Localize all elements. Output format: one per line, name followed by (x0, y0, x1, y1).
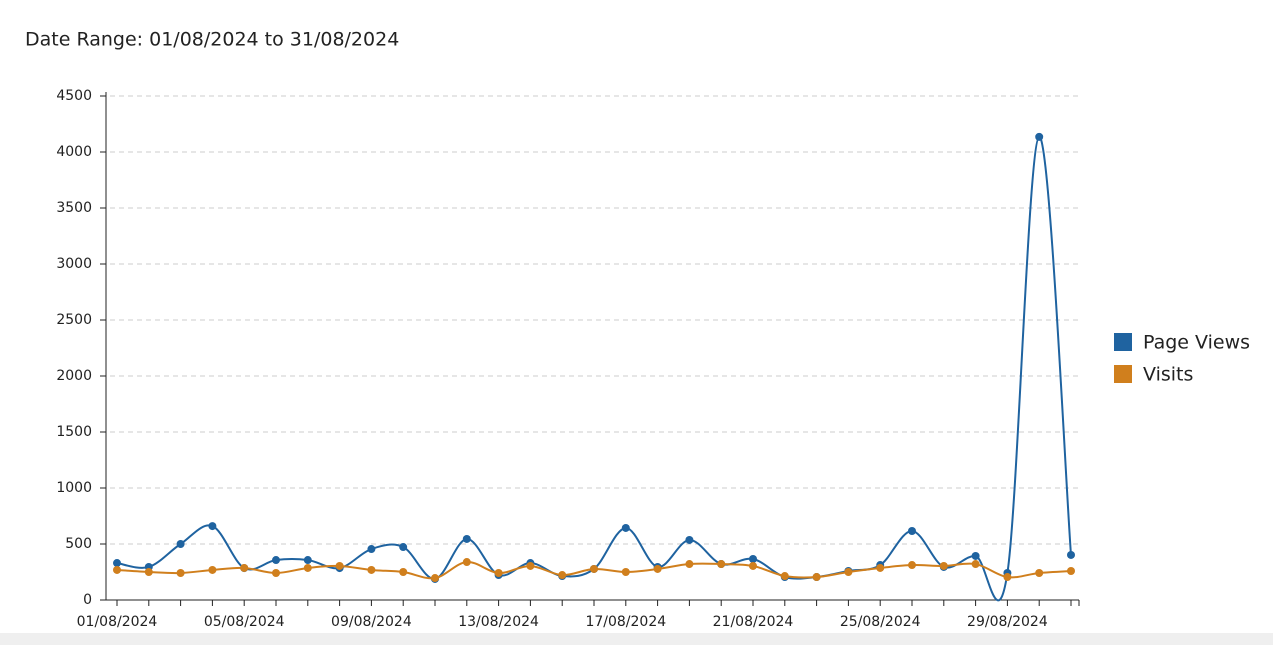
x-tick-label: 25/08/2024 (840, 614, 921, 630)
point (1003, 573, 1012, 582)
point (399, 568, 408, 576)
point (749, 555, 757, 564)
point (462, 534, 471, 543)
y-tick-label: 3000 (56, 256, 92, 272)
point (621, 568, 630, 576)
bottom-bar (0, 633, 1273, 645)
x-tick-label: 05/08/2024 (204, 614, 285, 630)
point (113, 565, 121, 574)
point (176, 569, 185, 578)
y-tick-label: 2000 (56, 368, 92, 384)
point (939, 561, 948, 570)
point (621, 523, 630, 532)
x-tick-label: 21/08/2024 (713, 614, 794, 630)
point (367, 565, 376, 574)
y-tick-label: 1500 (56, 424, 92, 440)
point (1067, 566, 1075, 575)
point (971, 560, 980, 569)
point (1067, 550, 1075, 559)
point (208, 565, 217, 574)
point (844, 568, 853, 576)
y-tick-label: 500 (65, 536, 92, 552)
point (272, 556, 280, 565)
point (303, 556, 312, 565)
point (590, 564, 598, 573)
point (812, 573, 821, 582)
x-tick-label: 09/08/2024 (331, 614, 412, 630)
point (303, 563, 312, 572)
legend-swatch (1114, 333, 1132, 351)
point (558, 571, 567, 580)
point (208, 522, 217, 531)
point (780, 572, 789, 581)
x-tick-label: 01/08/2024 (77, 614, 158, 630)
legend-label: Page Views (1143, 332, 1250, 354)
series-line (116, 135, 1072, 602)
y-tick-label: 0 (83, 592, 92, 608)
y-tick-label: 4000 (56, 144, 92, 160)
y-tick-label: 3500 (56, 200, 92, 216)
point (876, 563, 885, 572)
point (431, 574, 439, 583)
point (685, 560, 694, 569)
y-tick-label: 4500 (56, 88, 92, 104)
point (1035, 132, 1044, 141)
point (717, 560, 726, 569)
x-tick-label: 13/08/2024 (458, 614, 539, 630)
legend-swatch (1114, 365, 1132, 383)
chart-title: Date Range: 01/08/2024 to 31/08/2024 (25, 29, 399, 51)
point (908, 527, 916, 536)
point (971, 551, 980, 560)
point (399, 543, 408, 552)
point (272, 569, 280, 578)
point (240, 563, 249, 572)
point (908, 561, 916, 570)
legend-label: Visits (1143, 364, 1193, 386)
point (113, 559, 121, 568)
x-tick-label: 17/08/2024 (585, 614, 666, 630)
y-tick-label: 2500 (56, 312, 92, 328)
point (749, 561, 757, 570)
point (367, 545, 376, 554)
point (653, 564, 662, 573)
point (685, 535, 694, 544)
point (462, 558, 471, 567)
point (335, 561, 344, 570)
point (526, 561, 535, 570)
x-tick-label: 29/08/2024 (967, 614, 1048, 630)
point (176, 540, 185, 548)
y-tick-label: 1000 (56, 480, 92, 496)
point (1035, 569, 1044, 578)
point (494, 569, 503, 578)
point (144, 568, 153, 576)
